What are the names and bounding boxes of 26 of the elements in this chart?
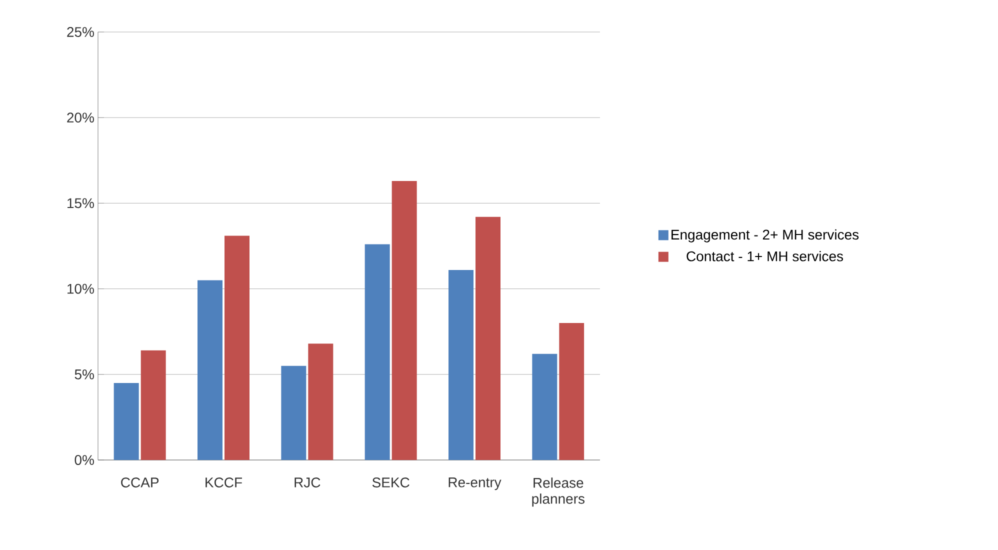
x-tick-label: CCAP	[121, 478, 159, 488]
bar	[532, 354, 558, 460]
x-tick-label: SEKC	[372, 478, 410, 488]
y-tick-label: 0%	[74, 455, 94, 465]
bar	[448, 270, 474, 460]
x-tick-label: RJC	[294, 478, 320, 488]
x-tick-label: Release planners	[532, 478, 584, 507]
bar	[114, 382, 139, 460]
y-tick-label: 10%	[68, 284, 94, 294]
bar	[364, 244, 390, 460]
legend-label: Contact - 1+ MH services	[686, 251, 844, 262]
y-tick-label: 25%	[67, 27, 94, 37]
bar	[224, 236, 250, 460]
legend-label: Engagement - 2+ MH services	[672, 229, 859, 242]
y-tick-label: 20%	[67, 112, 94, 123]
x-tick-label: Re-entry	[448, 478, 502, 490]
y-tick-label: 15%	[68, 198, 94, 208]
bar	[308, 344, 334, 460]
bar	[140, 350, 166, 460]
y-tick-label: 5%	[74, 369, 94, 380]
bar	[476, 216, 501, 460]
x-tick-label: KCCF	[206, 478, 242, 488]
bar	[559, 323, 584, 460]
bar	[281, 366, 306, 460]
bar	[392, 180, 417, 460]
bar	[198, 280, 222, 460]
